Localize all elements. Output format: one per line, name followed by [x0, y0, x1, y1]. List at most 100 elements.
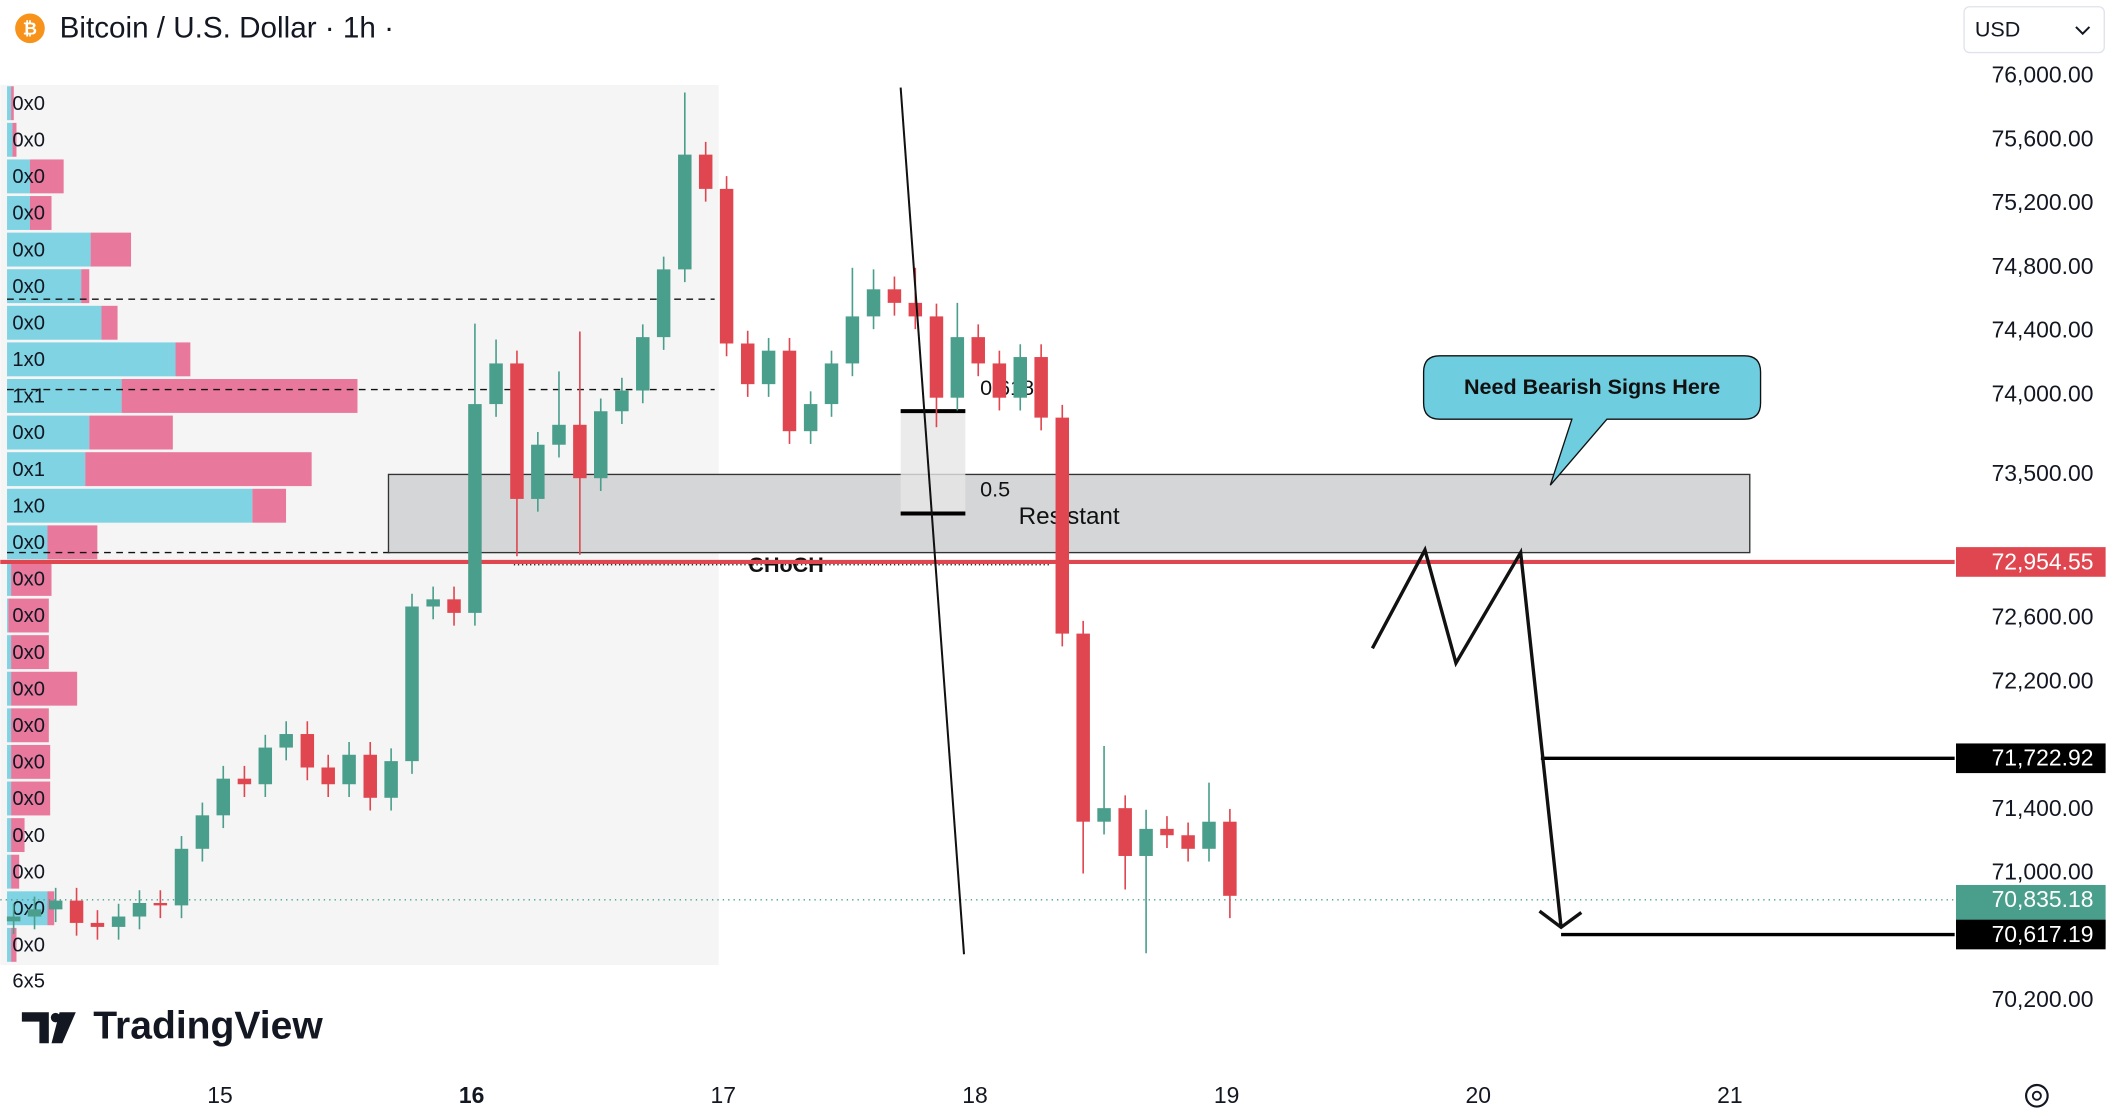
profile-buy [7, 342, 176, 377]
y-tick-label: 74,000.00 [1992, 380, 2094, 406]
profile-sell [11, 86, 14, 121]
callout-text: Need Bearish Signs Here [1464, 374, 1720, 399]
candle-body [279, 734, 293, 748]
profile-buy [7, 86, 12, 121]
profile-buy [7, 488, 253, 523]
trend-line [899, 87, 966, 955]
profile-sell [121, 379, 358, 413]
profile-sell [85, 452, 312, 487]
candle-body [1055, 417, 1070, 634]
profile-sell [89, 415, 173, 450]
y-tick-label: 71,400.00 [1992, 795, 2094, 821]
candle-body [824, 363, 839, 405]
candle-body [1076, 633, 1090, 822]
profile-buy [7, 415, 90, 450]
candle-body [971, 337, 985, 364]
candle-body [719, 188, 734, 344]
fib-zone [900, 411, 966, 514]
profile-sell [11, 671, 78, 706]
candle-body [1034, 357, 1048, 418]
choch-label: CHoCH [748, 552, 823, 577]
candle-body [552, 424, 566, 445]
profile-label: 0x0 [12, 239, 45, 261]
candle-body [321, 767, 335, 785]
profile-buy [7, 818, 12, 853]
profile-label: 0x0 [12, 861, 45, 883]
candle-body [803, 404, 818, 432]
btc-icon [15, 13, 45, 44]
profile-label: 0x0 [12, 642, 45, 664]
y-tick-label: 75,200.00 [1992, 189, 2094, 215]
candle-body [1013, 357, 1027, 398]
candle-body [489, 363, 503, 405]
y-tick-label: 71,000.00 [1992, 859, 2094, 885]
profile-buy [7, 561, 12, 596]
candle-body [90, 922, 105, 927]
currency-select[interactable] [1963, 6, 2105, 54]
y-tick-label: 74,800.00 [1992, 253, 2094, 279]
candle-body [698, 154, 713, 189]
x-tick-label: 16 [459, 1082, 484, 1108]
candle-body [510, 363, 524, 499]
profile-buy [7, 232, 91, 267]
x-tick-label: 19 [1214, 1082, 1239, 1108]
settings-icon[interactable] [2025, 1083, 2049, 1108]
brand: TradingView [93, 1005, 323, 1048]
profile-label: 0x0 [12, 935, 45, 957]
profile-sell [252, 488, 287, 523]
candle-body [929, 316, 944, 398]
profile-sell [11, 854, 20, 889]
candle-body [48, 900, 63, 910]
candle-body [761, 350, 776, 385]
dropdown-caret[interactable] [2075, 26, 2091, 36]
x-tick-label: 15 [207, 1082, 232, 1108]
candle-body [468, 404, 482, 613]
profile-total: 6x5 [12, 970, 45, 992]
profile-sell [11, 744, 51, 779]
candle-body [845, 316, 860, 364]
btc-icon-glyph: ₿ [23, 18, 37, 38]
profile-buy [7, 269, 82, 304]
price-label: 70,835.18 [1992, 886, 2094, 912]
profile-label: 0x0 [12, 752, 45, 774]
candle-body [447, 599, 461, 613]
profile-sell [29, 159, 64, 194]
currency-label[interactable]: USD [1975, 17, 2021, 42]
y-tick-label: 72,200.00 [1992, 667, 2094, 693]
candle-body [111, 916, 126, 927]
profile-sell [11, 781, 51, 816]
candle-body [216, 778, 231, 816]
candle-body [678, 154, 692, 270]
y-tick-label: 74,400.00 [1992, 317, 2094, 343]
profile-sell [11, 818, 25, 853]
candle-body [132, 902, 147, 917]
profile-label: 0x0 [12, 166, 45, 188]
candle-body [153, 902, 168, 906]
profile-buy [7, 379, 122, 413]
candle-body [174, 848, 189, 906]
profile-buy [7, 159, 30, 194]
profile-label: 0x0 [12, 825, 45, 847]
resistance-zone [387, 473, 1751, 554]
candles [6, 92, 1237, 954]
logo-dot [50, 1012, 61, 1023]
candle-body [426, 599, 440, 607]
logo-mark [21, 1012, 76, 1044]
profile-buy [7, 781, 12, 816]
profile-buy [7, 671, 12, 706]
chart-title: Bitcoin / U.S. Dollar · 1h · [60, 11, 394, 44]
candle-body [363, 754, 377, 798]
candle-body [1139, 828, 1153, 856]
price-label: 72,954.55 [1992, 548, 2094, 574]
price-label: 71,722.92 [1992, 745, 2094, 771]
profile-sell [101, 305, 118, 340]
candle-body [405, 606, 419, 762]
profile-buy [7, 525, 48, 560]
profile-buy [7, 854, 12, 889]
x-tick-label: 18 [962, 1082, 987, 1108]
settings-icon-core[interactable] [2031, 1090, 2042, 1101]
profile-sell [175, 342, 191, 377]
y-tick-label: 73,500.00 [1992, 460, 2094, 486]
price-label-box [1956, 743, 2106, 774]
